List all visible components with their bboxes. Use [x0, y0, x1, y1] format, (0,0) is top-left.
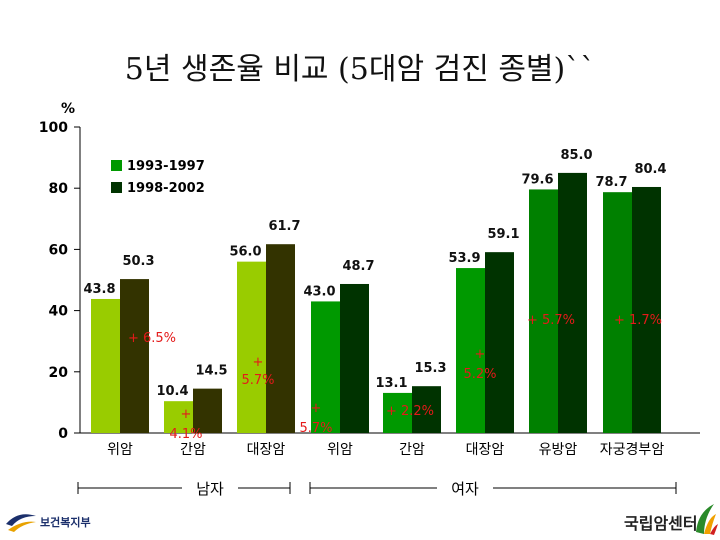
- growth-annotation: 4.1%: [169, 427, 202, 442]
- growth-annotation: +: [181, 407, 192, 422]
- legend-label: 1993-1997: [127, 159, 205, 174]
- bar-value-label: 61.7: [268, 219, 300, 234]
- bar-1998-2002: [558, 172, 587, 433]
- bar-value-label: 50.3: [122, 254, 154, 269]
- bar-1998-2002: [340, 283, 369, 433]
- bar-1993-1997: [91, 298, 120, 433]
- bar-value-label: 48.7: [342, 259, 374, 274]
- group-label: 남자: [196, 480, 224, 498]
- growth-annotation: +: [253, 355, 264, 370]
- bar-value-label: 43.0: [303, 284, 335, 299]
- bar-1993-1997: [164, 401, 193, 433]
- bar-1998-2002: [632, 186, 661, 433]
- growth-annotation: + 1.7%: [614, 313, 662, 328]
- bar-value-label: 53.9: [448, 251, 480, 266]
- group-label: 여자: [451, 480, 479, 498]
- y-tick-label: 60: [49, 242, 69, 258]
- bar-value-label: 10.4: [156, 384, 188, 399]
- bar-1998-2002: [485, 252, 514, 433]
- category-label: 대장암: [466, 442, 505, 458]
- ministry-logo-text: 보건복지부: [40, 516, 91, 529]
- cancer-center-logo-icon: [696, 504, 718, 535]
- bar-value-label: 14.5: [195, 364, 227, 379]
- legend-swatch: [111, 182, 122, 193]
- growth-annotation: + 6.5%: [128, 331, 176, 346]
- bar-1998-2002: [266, 244, 295, 433]
- growth-annotation: 5.7%: [299, 421, 332, 436]
- category-label: 대장암: [247, 442, 286, 458]
- y-tick-label: 40: [49, 304, 69, 320]
- category-label: 위암: [327, 442, 353, 458]
- bar-value-label: 43.8: [83, 282, 115, 297]
- bar-1998-2002: [412, 386, 441, 433]
- cancer-center-logo-text: 국립암센터: [624, 514, 698, 533]
- category-label: 간암: [399, 442, 425, 458]
- growth-annotation: +: [475, 347, 486, 362]
- bar-1998-2002: [120, 279, 149, 433]
- bar-value-label: 59.1: [487, 227, 519, 242]
- bar-value-label: 78.7: [595, 175, 627, 190]
- bar-1993-1997: [529, 189, 558, 433]
- category-label: 자궁경부암: [600, 442, 665, 458]
- bar-value-label: 13.1: [375, 376, 407, 391]
- bar-value-label: 56.0: [229, 245, 261, 260]
- ministry-logo-icon: [6, 514, 36, 532]
- legend-swatch: [111, 160, 122, 171]
- category-label: 유방암: [539, 442, 578, 458]
- bar-1993-1997: [311, 301, 340, 433]
- bar-1993-1997: [383, 392, 412, 433]
- category-label: 위암: [107, 442, 133, 458]
- bar-1998-2002: [193, 388, 222, 433]
- y-tick-label: 80: [49, 181, 69, 197]
- growth-annotation: 5.2%: [463, 367, 496, 382]
- growth-annotation: +: [311, 401, 322, 416]
- legend-label: 1998-2002: [127, 181, 205, 196]
- growth-annotation: 5.7%: [241, 373, 274, 388]
- growth-annotation: + 2.2%: [386, 404, 434, 419]
- y-tick-label: 100: [39, 120, 68, 136]
- y-tick-label: 0: [58, 426, 68, 442]
- growth-annotation: + 5.7%: [527, 313, 575, 328]
- bar-1993-1997: [603, 192, 632, 433]
- bar-value-label: 80.4: [634, 162, 666, 177]
- bar-1993-1997: [237, 261, 266, 433]
- bar-value-label: 79.6: [521, 172, 553, 187]
- y-tick-label: 20: [49, 365, 69, 381]
- bar-value-label: 85.0: [560, 148, 592, 163]
- bar-value-label: 15.3: [414, 361, 446, 376]
- chart-title: 5년 생존율 비교 (5대암 검진 종별)``: [124, 52, 596, 87]
- y-axis-label: %: [61, 101, 75, 117]
- category-label: 간암: [180, 442, 206, 458]
- bar-1993-1997: [456, 268, 485, 433]
